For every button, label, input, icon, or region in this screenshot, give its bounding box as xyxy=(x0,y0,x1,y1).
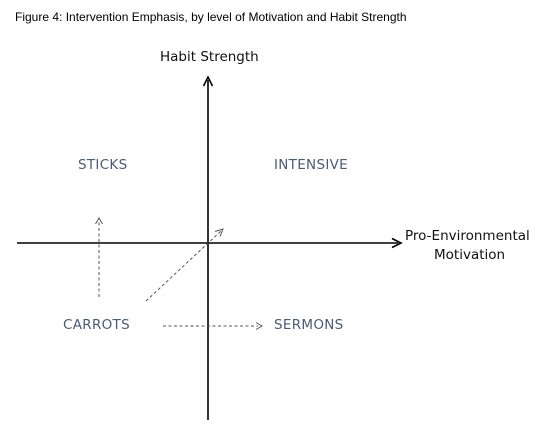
quadrant-carrots: CARROTS xyxy=(63,317,130,333)
figure-title: Figure 4: Intervention Emphasis, by leve… xyxy=(15,10,407,24)
quadrant-intensive: INTENSIVE xyxy=(274,157,348,173)
y-axis-label: Habit Strength xyxy=(160,49,259,65)
x-axis-label-line1: Pro-Environmental xyxy=(405,228,530,244)
y-axis-arrowhead xyxy=(202,75,214,87)
x-axis-label: Pro-Environmental Motivation xyxy=(405,227,545,265)
quadrant-sermons: SERMONS xyxy=(274,317,344,333)
dashed-arrow-right-head xyxy=(255,322,263,330)
dashed-arrow-diagonal xyxy=(145,230,222,302)
dashed-arrow-diagonal-head xyxy=(214,228,224,237)
x-axis-label-line2: Motivation xyxy=(434,247,506,263)
quadrant-sticks: STICKS xyxy=(78,157,128,173)
x-axis-arrowhead xyxy=(391,237,403,249)
dashed-arrow-up-head xyxy=(95,217,103,225)
